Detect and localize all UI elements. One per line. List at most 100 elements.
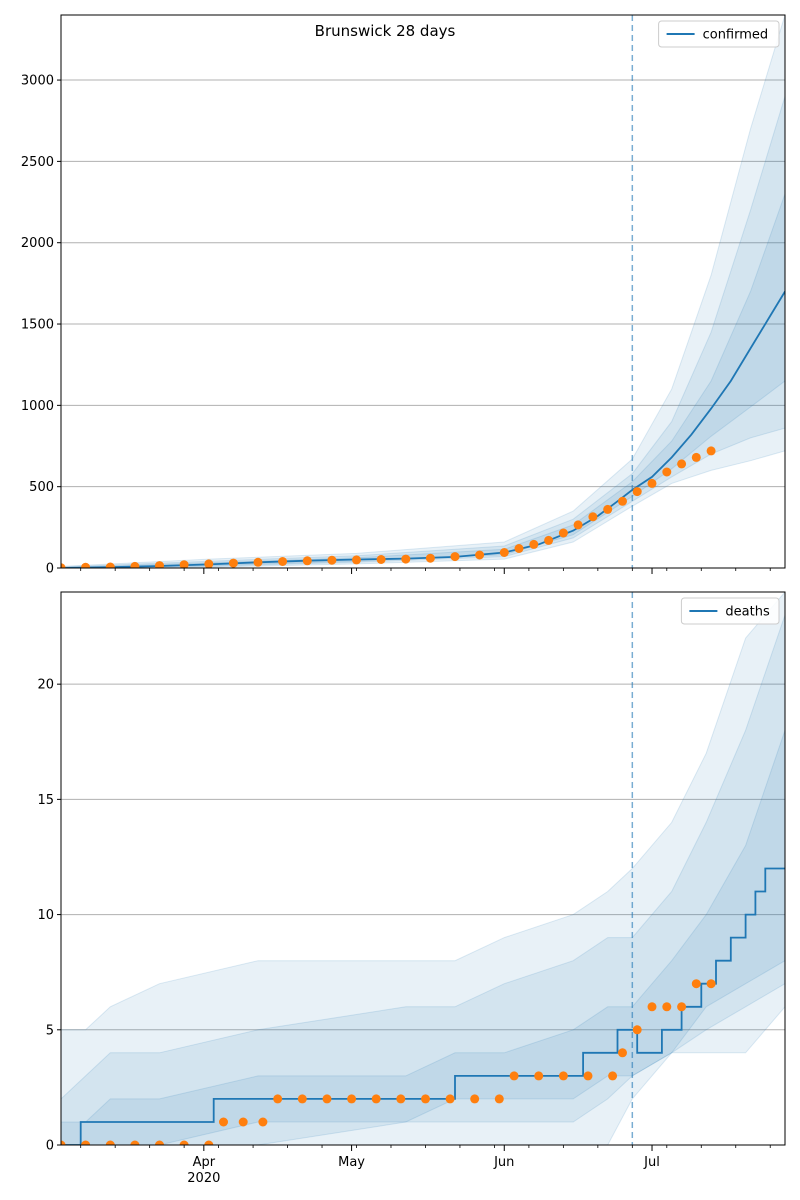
observed-point bbox=[647, 478, 657, 488]
observed-point bbox=[544, 535, 554, 545]
observed-point bbox=[204, 559, 214, 568]
y-tick-label: 1500 bbox=[21, 318, 54, 333]
uncertainty-band-0 bbox=[61, 592, 785, 1145]
legend-label: confirmed bbox=[703, 28, 769, 43]
observed-point bbox=[179, 560, 189, 568]
observed-point bbox=[608, 1071, 618, 1081]
observed-point bbox=[470, 1094, 480, 1104]
legend-box bbox=[658, 20, 780, 48]
observed-point bbox=[130, 561, 140, 568]
y-tick-label: 0 bbox=[46, 562, 54, 577]
observed-point bbox=[228, 558, 238, 568]
plot-area bbox=[61, 592, 785, 1145]
observed-point bbox=[401, 554, 411, 564]
x-tick-label: Apr bbox=[193, 1155, 216, 1170]
observed-point bbox=[61, 1140, 66, 1145]
uncertainty-band-2 bbox=[61, 730, 785, 1145]
observed-point bbox=[445, 1094, 455, 1104]
confirmed-panel: 0 500 1000 1500 2000 2500 3000 Brunswick 28 day… bbox=[21, 14, 786, 577]
legend: confirmed bbox=[658, 20, 780, 48]
y-tick-label: 2000 bbox=[21, 236, 54, 251]
observed-point bbox=[297, 1094, 307, 1104]
observed-point bbox=[573, 520, 583, 530]
legend-box bbox=[680, 597, 780, 625]
observed-point bbox=[618, 496, 627, 506]
observed-point bbox=[376, 555, 386, 564]
observed-point bbox=[691, 979, 701, 989]
observed-point bbox=[204, 1140, 214, 1145]
y-tick-label: 3000 bbox=[21, 74, 54, 89]
observed-point bbox=[302, 556, 312, 566]
y-tick-label: 15 bbox=[37, 793, 54, 808]
uncertainty-band-1 bbox=[61, 96, 785, 568]
y-tick-label: 1000 bbox=[21, 399, 54, 414]
observed-point bbox=[105, 562, 115, 568]
x-tick-label: Jun bbox=[493, 1155, 514, 1170]
observed-point bbox=[425, 553, 435, 563]
observed-point bbox=[677, 1002, 687, 1012]
observed-point bbox=[706, 979, 716, 989]
observed-point bbox=[647, 1002, 657, 1012]
observed-point bbox=[632, 1025, 642, 1035]
uncertainty-band-0 bbox=[61, 15, 785, 568]
observed-point bbox=[396, 1094, 406, 1104]
observed-point bbox=[327, 555, 337, 565]
observed-point bbox=[219, 1117, 228, 1127]
observed-point bbox=[509, 1071, 519, 1081]
observed-point bbox=[81, 1140, 91, 1145]
y-tick-label: 5 bbox=[46, 1023, 54, 1038]
observed-point bbox=[105, 1140, 115, 1145]
observed-point bbox=[179, 1140, 189, 1145]
legend: deaths bbox=[680, 597, 780, 625]
observed-point bbox=[691, 452, 701, 462]
observed-point bbox=[347, 1094, 357, 1104]
y-tick-label: 20 bbox=[37, 678, 54, 693]
observed-point bbox=[499, 548, 509, 557]
observed-point bbox=[253, 557, 263, 567]
observed-point bbox=[81, 562, 91, 568]
observed-point bbox=[618, 1048, 627, 1058]
uncertainty-band-1 bbox=[61, 614, 785, 1145]
observed-point bbox=[558, 528, 568, 538]
observed-point bbox=[278, 557, 288, 566]
observed-point bbox=[322, 1094, 332, 1104]
observed-point bbox=[494, 1094, 504, 1104]
axes-frame bbox=[60, 14, 786, 569]
observed-point bbox=[371, 1094, 381, 1104]
observed-point bbox=[61, 563, 66, 568]
observed-point bbox=[632, 487, 642, 497]
observed-point bbox=[558, 1071, 568, 1081]
observed-point bbox=[588, 512, 598, 522]
observed-point bbox=[273, 1094, 283, 1104]
observed-point bbox=[706, 446, 716, 456]
observed-point bbox=[421, 1094, 430, 1104]
x-tick-label: Jul bbox=[643, 1155, 660, 1170]
observed-point bbox=[534, 1071, 544, 1081]
observed-point bbox=[450, 552, 460, 562]
observed-point bbox=[662, 1002, 672, 1012]
forecast-median-line bbox=[61, 867, 785, 1145]
observed-point bbox=[155, 561, 164, 568]
observed-point bbox=[155, 1140, 164, 1145]
observed-point bbox=[238, 1117, 248, 1127]
observed-point bbox=[529, 539, 539, 549]
observed-point bbox=[475, 550, 485, 560]
observed-point bbox=[514, 544, 524, 553]
observed-point bbox=[583, 1071, 593, 1081]
y-tick-label: 2500 bbox=[21, 155, 54, 170]
x-tick-label: May bbox=[338, 1155, 365, 1170]
y-tick-label: 500 bbox=[29, 480, 54, 495]
observed-point bbox=[662, 467, 672, 477]
y-tick-label: 0 bbox=[46, 1139, 54, 1154]
observed-point bbox=[352, 555, 361, 565]
axes-frame bbox=[60, 591, 786, 1146]
observed-point bbox=[258, 1117, 268, 1127]
legend-label: deaths bbox=[725, 605, 770, 620]
observed-point bbox=[677, 459, 687, 469]
plot-area bbox=[61, 15, 785, 568]
chart-title: Brunswick 28 days bbox=[315, 22, 456, 40]
forecast-median-line bbox=[61, 291, 785, 568]
x-tick-sublabel: 2020 bbox=[187, 1171, 220, 1186]
